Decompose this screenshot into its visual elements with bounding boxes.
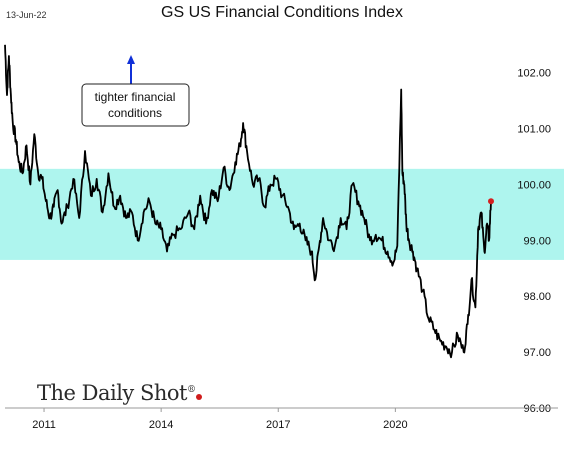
y-tick-label: 96.00: [523, 403, 551, 415]
annotation-line-1: tighter financial: [95, 90, 176, 104]
brand-logo: The Daily Shot®: [37, 381, 203, 405]
annotation-line-2: conditions: [108, 106, 162, 120]
y-tick-label: 98.00: [523, 291, 551, 303]
y-tick-label: 100.00: [517, 179, 551, 191]
date-stamp: 13-Jun-22: [6, 10, 47, 20]
brand-text: The Daily Shot: [37, 381, 187, 405]
brand-mark: ®: [186, 385, 196, 395]
brand-dot-icon: [196, 394, 203, 400]
y-tick-label: 99.00: [523, 235, 551, 247]
up-arrow-icon: [127, 55, 135, 64]
annotation: tighter financial conditions: [81, 55, 190, 127]
y-tick-labels: 96.00 97.00 98.00 99.00 100.00 101.00 102.00: [517, 68, 551, 415]
last-point-marker: [488, 198, 494, 205]
x-tick-label: 2011: [32, 419, 56, 431]
y-tick-label: 97.00: [523, 347, 551, 359]
x-tick-label: 2017: [266, 419, 290, 431]
chart-title: GS US Financial Conditions Index: [161, 4, 403, 21]
y-tick-label: 101.00: [517, 124, 551, 136]
x-tick-labels: 2011 2014 2017 2020: [32, 408, 408, 431]
y-tick-label: 102.00: [517, 68, 551, 80]
x-tick-label: 2014: [149, 419, 173, 431]
series-line: [4, 44, 492, 359]
highlight-band: [0, 168, 564, 260]
x-tick-label: 2020: [383, 419, 407, 431]
annotation-box: [81, 83, 190, 127]
